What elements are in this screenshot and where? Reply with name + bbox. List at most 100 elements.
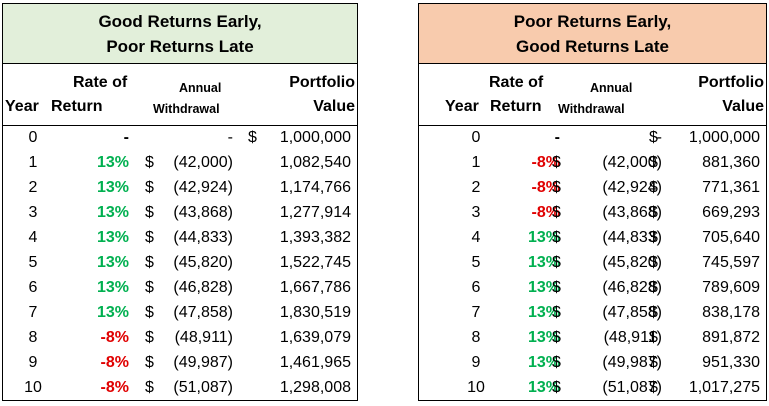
- withdrawal-dollar-cell: $: [145, 279, 154, 296]
- withdrawal-cell: (45,820): [173, 254, 233, 271]
- table-row: 4 13% $ (44,833) 1,393,382: [3, 226, 357, 251]
- withdrawal-cell: (43,868): [173, 204, 233, 221]
- rate-cell: -8%: [100, 379, 129, 396]
- year-cell: 5: [28, 254, 38, 271]
- value-cell: 1,017,275: [688, 379, 760, 396]
- year-cell: 4: [28, 229, 38, 246]
- withdrawal-header-line1: Annual: [179, 81, 222, 95]
- year-cell: 2: [471, 179, 481, 196]
- year-header: Year: [445, 98, 479, 115]
- value-cell: 789,609: [702, 279, 760, 296]
- withdrawal-dollar-cell: $: [552, 329, 561, 346]
- table-row: 5 13% $ (45,820) $745,597: [419, 251, 766, 276]
- year-cell: 0: [28, 129, 38, 146]
- value-dollar-cell: $: [649, 379, 658, 396]
- table-body: 0- - $1,000,000 1 13% $ (42,000) 1,082,540 2 13% $…: [3, 126, 357, 401]
- rate-cell: 13%: [96, 229, 129, 246]
- value-cell: 1,000,000: [279, 129, 351, 146]
- table-row: 2 -8% $ (42,924) $771,361: [419, 176, 766, 201]
- value-cell: 669,293: [702, 204, 760, 221]
- table-title-line1: Poor Returns Early,: [513, 11, 672, 31]
- table-row: 3 13% $ (43,868) 1,277,914: [3, 201, 357, 226]
- value-dollar-cell: $: [649, 304, 658, 321]
- table-row: 5 13% $ (45,820) 1,522,745: [3, 251, 357, 276]
- rate-cell: -: [123, 129, 129, 146]
- withdrawal-cell: (42,924): [173, 179, 233, 196]
- year-cell: 3: [28, 204, 38, 221]
- rate-cell: 13%: [96, 254, 129, 271]
- year-cell: 9: [28, 354, 38, 371]
- value-dollar-cell: $: [649, 354, 658, 371]
- table-row: 3 -8% $ (43,868) $669,293: [419, 201, 766, 226]
- table-row: 8 13% $ (48,911) $891,872: [419, 326, 766, 351]
- rate-cell: 13%: [96, 179, 129, 196]
- value-cell: 881,360: [702, 154, 760, 171]
- value-cell: 1,667,786: [279, 279, 351, 296]
- withdrawal-header-line2: Withdrawal: [558, 102, 625, 116]
- year-cell: 0: [471, 129, 481, 146]
- withdrawal-dollar-cell: $: [145, 229, 154, 246]
- withdrawal-cell: (51,087): [602, 379, 662, 396]
- rate-cell: 13%: [527, 229, 560, 246]
- rate-cell: -: [554, 129, 560, 146]
- table-row: 9 13% $ (49,987) $951,330: [419, 351, 766, 376]
- rate-cell: -8%: [531, 154, 560, 171]
- value-cell: 1,277,914: [279, 204, 351, 221]
- value-cell: 891,872: [702, 329, 760, 346]
- value-dollar-cell: $: [649, 329, 658, 346]
- value-cell: 1,298,008: [279, 379, 351, 396]
- value-dollar-cell: $: [649, 204, 658, 221]
- withdrawal-dollar-cell: $: [552, 304, 561, 321]
- rate-cell: -8%: [100, 329, 129, 346]
- value-dollar-cell: $: [649, 154, 658, 171]
- value-cell: 838,178: [702, 304, 760, 321]
- rate-cell: -8%: [531, 204, 560, 221]
- table-row: 10 13% $ (51,087) $1,017,275: [419, 376, 766, 401]
- good-returns-early-table: Good Returns Early, Poor Returns Late Ra…: [2, 3, 358, 401]
- rate-cell: 13%: [96, 204, 129, 221]
- withdrawal-dollar-cell: $: [145, 304, 154, 321]
- value-dollar-cell: $: [649, 279, 658, 296]
- withdrawal-dollar-cell: $: [145, 154, 154, 171]
- table-title: Poor Returns Early, Good Returns Late: [419, 4, 766, 64]
- rate-cell: 13%: [527, 354, 560, 371]
- table-title: Good Returns Early, Poor Returns Late: [3, 4, 357, 64]
- value-header-line1: Portfolio: [289, 74, 355, 91]
- rate-cell: 13%: [527, 379, 560, 396]
- column-headers: Rate of Year Return Annual Withdrawal Po…: [3, 64, 357, 126]
- year-cell: 6: [471, 279, 481, 296]
- poor-returns-early-table: Poor Returns Early, Good Returns Late Ra…: [418, 3, 767, 401]
- value-header-line2: Value: [313, 98, 355, 115]
- withdrawal-dollar-cell: $: [145, 254, 154, 271]
- value-cell: 1,082,540: [279, 154, 351, 171]
- value-cell: 1,000,000: [688, 129, 760, 146]
- rate-cell: 13%: [527, 254, 560, 271]
- withdrawal-cell: (42,000): [602, 154, 662, 171]
- rate-header-line1: Rate of: [73, 74, 128, 91]
- table-row: 4 13% $ (44,833) $705,640: [419, 226, 766, 251]
- withdrawal-cell: (42,000): [173, 154, 233, 171]
- year-cell: 5: [471, 254, 481, 271]
- value-cell: 951,330: [702, 354, 760, 371]
- rate-cell: 13%: [96, 154, 129, 171]
- withdrawal-cell: (46,828): [602, 279, 662, 296]
- year-cell: 8: [471, 329, 481, 346]
- withdrawal-dollar-cell: $: [552, 179, 561, 196]
- year-cell: 7: [471, 304, 481, 321]
- table-row: 6 13% $ (46,828) $789,609: [419, 276, 766, 301]
- value-dollar-cell: $: [248, 129, 257, 146]
- withdrawal-cell: (49,987): [602, 354, 662, 371]
- withdrawal-cell: (47,858): [173, 304, 233, 321]
- value-cell: 1,461,965: [279, 354, 351, 371]
- rate-cell: -8%: [100, 354, 129, 371]
- withdrawal-dollar-cell: $: [552, 254, 561, 271]
- withdrawal-cell: (44,833): [602, 229, 662, 246]
- table-row: 1 -8% $ (42,000) $881,360: [419, 151, 766, 176]
- rate-cell: 13%: [527, 329, 560, 346]
- withdrawal-cell: (51,087): [173, 379, 233, 396]
- year-cell: 10: [467, 379, 485, 396]
- withdrawal-dollar-cell: $: [552, 279, 561, 296]
- column-headers: Rate of Year Return Annual Withdrawal Po…: [419, 64, 766, 126]
- table-body: 0- - $1,000,000 1 -8% $ (42,000) $881,360 2 -8% $(…: [419, 126, 766, 401]
- year-cell: 10: [24, 379, 42, 396]
